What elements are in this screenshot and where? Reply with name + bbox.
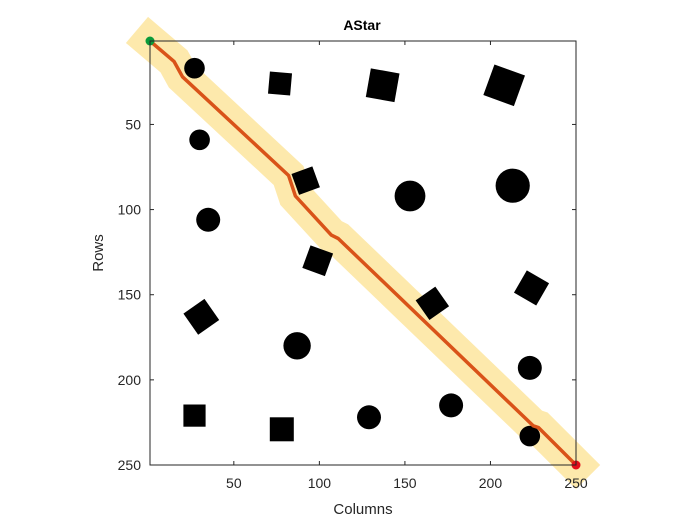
obstacle-circle — [283, 332, 311, 360]
obstacle-square — [183, 404, 206, 427]
y-tick-label: 50 — [125, 116, 141, 132]
y-axis: 50 100 150 200 250 — [118, 116, 576, 473]
obstacle-square — [291, 166, 320, 195]
y-tick-label: 150 — [118, 287, 142, 303]
y-tick-label: 100 — [118, 202, 142, 218]
obstacle-square — [269, 417, 294, 442]
obstacle-square — [267, 71, 293, 96]
obstacle-circle — [439, 393, 464, 418]
obstacle-circle — [519, 425, 541, 447]
obstacle-circle — [196, 207, 221, 232]
path-layer — [148, 39, 578, 467]
chart-title: AStar — [343, 17, 381, 33]
obstacle-circle — [189, 129, 210, 151]
y-axis-label: Rows — [90, 234, 107, 272]
planned-path — [148, 39, 578, 467]
x-axis: 50 100 150 200 250 — [226, 41, 588, 491]
x-tick-label: 50 — [226, 475, 242, 491]
obstacle-square — [302, 245, 334, 277]
obstacle-square — [483, 64, 525, 107]
axes-box — [149, 40, 577, 466]
obstacle-square — [183, 298, 220, 335]
y-tick-label: 250 — [118, 457, 142, 473]
plot-area — [125, 16, 601, 490]
x-tick-label: 100 — [308, 475, 332, 491]
x-tick-label: 250 — [564, 475, 588, 491]
obstacle-circle — [184, 57, 205, 79]
obstacle-layer — [183, 57, 550, 447]
obstacle-circle — [495, 168, 530, 203]
obstacle-square — [513, 270, 550, 306]
x-tick-label: 150 — [393, 475, 417, 491]
obstacle-circle — [517, 355, 542, 380]
obstacle-square — [365, 68, 400, 103]
x-axis-label: Columns — [333, 501, 392, 518]
obstacle-circle — [357, 405, 381, 430]
y-tick-label: 200 — [118, 372, 142, 388]
obstacle-circle — [394, 180, 426, 212]
x-tick-label: 200 — [479, 475, 503, 491]
obstacle-square — [415, 286, 450, 320]
